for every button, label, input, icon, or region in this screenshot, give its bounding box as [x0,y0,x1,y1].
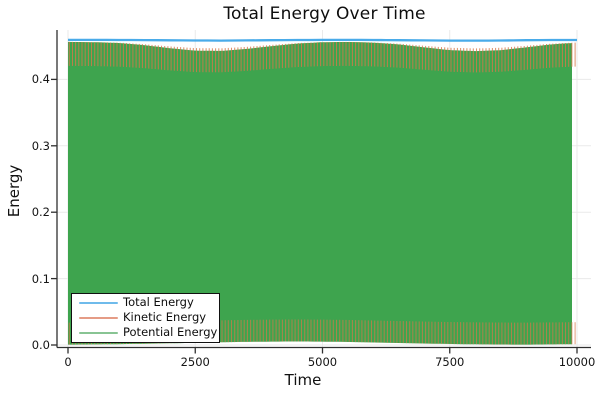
series-total-energy-line [68,38,577,42]
legend-line-potential-energy [79,331,118,335]
chart-title: Total Energy Over Time [223,4,426,24]
series-potential-energy-band [68,41,572,345]
x-tick-label: 7500 [435,355,465,369]
legend-line-kinetic-energy [79,316,118,320]
legend-line-total-energy [79,301,118,305]
x-tick-label: 10000 [558,355,596,369]
legend-item-kinetic-energy: Kinetic Energy [79,311,219,325]
y-tick-label: 0.2 [31,205,50,220]
legend-item-potential-energy: Potential Energy [79,326,219,340]
y-tick-label: 0.4 [31,72,50,87]
legend-label-total-energy: Total Energy [123,295,194,310]
legend-box: Total Energy Kinetic Energy Potential En… [71,293,220,343]
legend-label-kinetic-energy: Kinetic Energy [123,310,207,325]
x-axis-label: Time [284,371,322,389]
y-tick-label: 0.0 [31,338,50,352]
legend-item-total-energy: Total Energy [79,296,219,310]
legend-label-potential-energy: Potential Energy [123,325,218,340]
x-tick-label: 5000 [307,355,338,369]
x-tick-label: 0 [64,355,72,369]
x-tick-label: 2500 [180,355,210,369]
y-tick-label: 0.3 [31,138,50,153]
y-tick-label: 0.1 [31,271,50,286]
